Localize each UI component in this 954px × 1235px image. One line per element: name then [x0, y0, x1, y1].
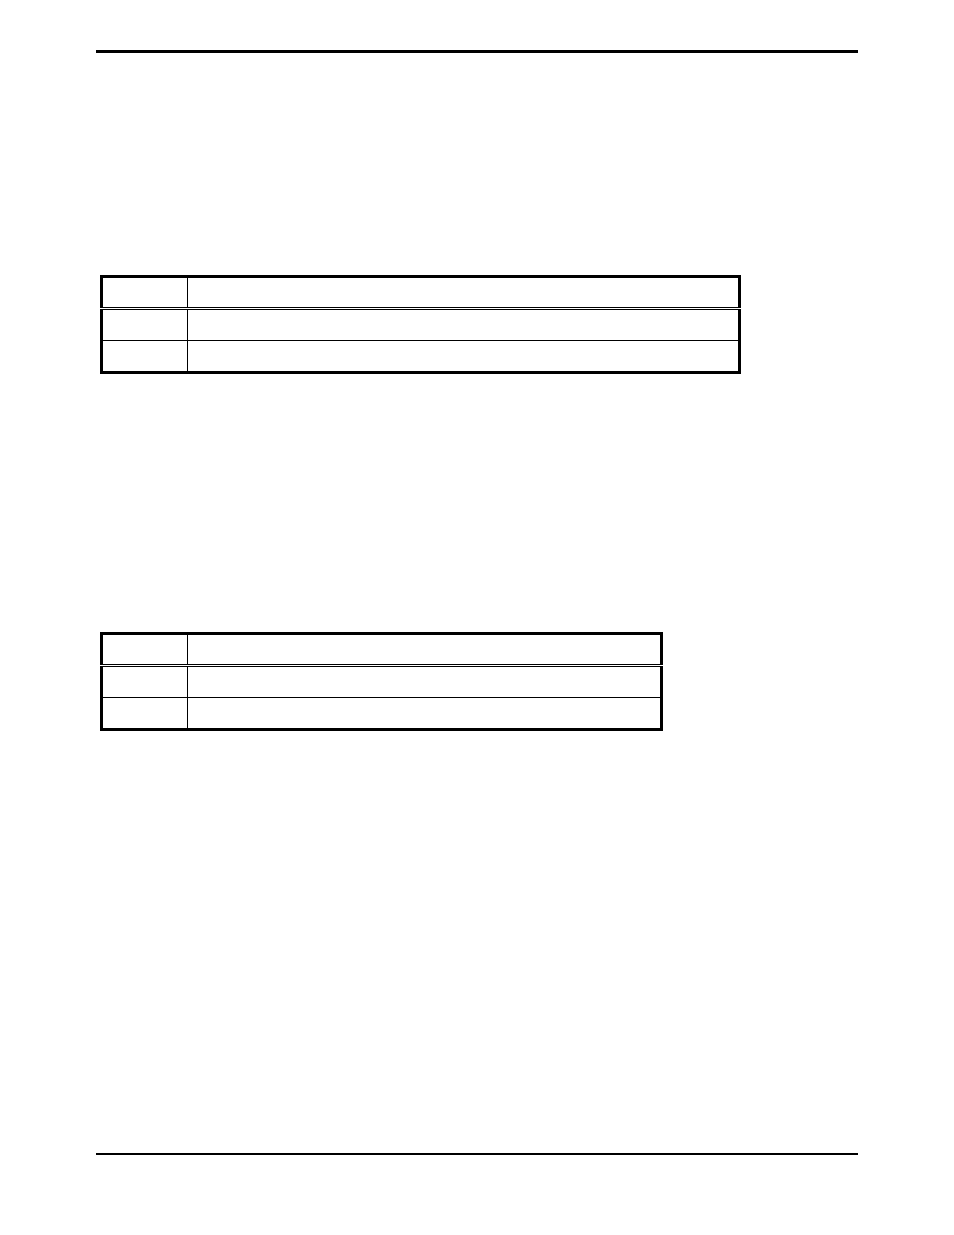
table-row	[102, 341, 740, 373]
table-header-cell	[102, 277, 188, 309]
table-cell	[102, 666, 188, 698]
table-header-cell	[102, 634, 188, 666]
table-row	[102, 277, 740, 309]
table-cell	[102, 341, 188, 373]
table-cell	[188, 309, 740, 341]
table-row	[102, 309, 740, 341]
table-2-wrapper	[100, 632, 663, 731]
table-cell	[102, 698, 188, 730]
page-content	[96, 50, 858, 1185]
bottom-horizontal-rule	[96, 1153, 858, 1155]
table-row	[102, 698, 662, 730]
table-1	[100, 275, 741, 374]
table-cell	[188, 341, 740, 373]
table-row	[102, 666, 662, 698]
top-horizontal-rule	[96, 50, 858, 53]
table-header-cell	[188, 634, 662, 666]
table-2	[100, 632, 663, 731]
table-cell	[188, 666, 662, 698]
table-cell	[102, 309, 188, 341]
table-cell	[188, 698, 662, 730]
table-row	[102, 634, 662, 666]
table-1-wrapper	[100, 275, 741, 374]
table-header-cell	[188, 277, 740, 309]
